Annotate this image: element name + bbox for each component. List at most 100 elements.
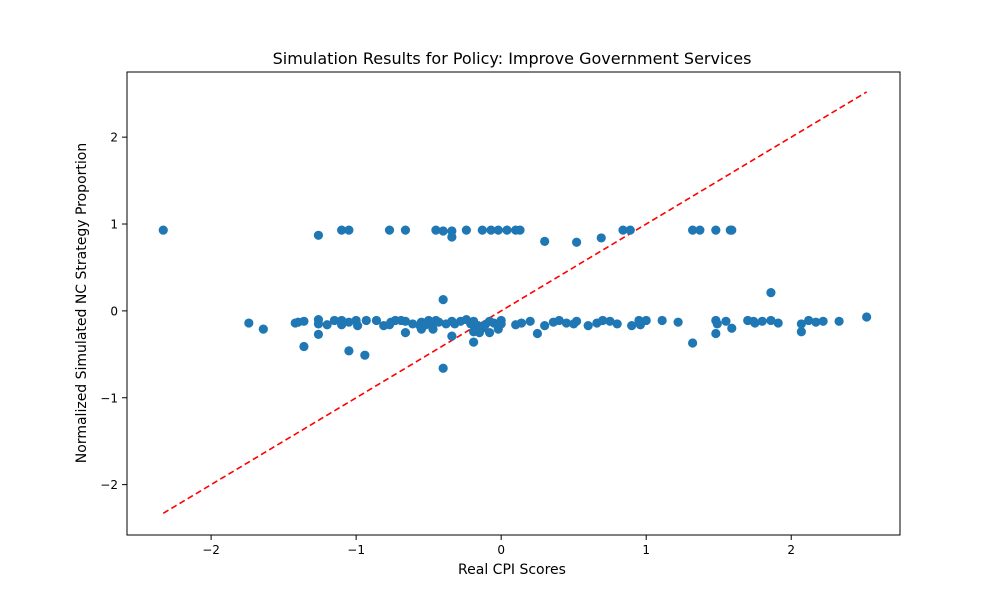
y-tick-label: 1 bbox=[110, 218, 118, 232]
data-point bbox=[474, 328, 485, 338]
x-axis: −2 −1 0 1 2 bbox=[202, 535, 795, 557]
plot-frame bbox=[126, 71, 901, 536]
data-points-layer bbox=[158, 225, 872, 373]
data-point bbox=[400, 328, 411, 338]
data-point bbox=[766, 288, 776, 298]
data-point bbox=[352, 321, 363, 331]
data-point bbox=[773, 318, 783, 328]
data-point bbox=[158, 225, 168, 235]
data-point bbox=[612, 319, 622, 329]
data-point bbox=[554, 315, 564, 326]
data-point bbox=[583, 321, 593, 331]
data-point bbox=[766, 315, 776, 326]
data-point bbox=[811, 317, 821, 327]
data-point bbox=[571, 237, 582, 247]
data-point bbox=[834, 316, 844, 326]
y-tick-label: 0 bbox=[110, 304, 118, 318]
x-tick-label: −1 bbox=[347, 543, 365, 557]
data-point bbox=[796, 319, 806, 329]
data-point bbox=[516, 318, 527, 328]
data-point bbox=[258, 324, 268, 334]
data-point bbox=[712, 319, 722, 329]
data-point bbox=[461, 225, 471, 235]
data-point bbox=[525, 316, 535, 326]
data-point bbox=[598, 315, 608, 326]
data-point bbox=[688, 225, 698, 235]
data-point bbox=[727, 323, 737, 333]
data-point bbox=[438, 363, 448, 373]
data-point bbox=[596, 233, 606, 243]
data-point bbox=[344, 346, 354, 356]
data-point bbox=[477, 225, 487, 235]
reference-line bbox=[162, 91, 868, 514]
data-point bbox=[313, 230, 324, 240]
data-point bbox=[571, 316, 582, 326]
data-point bbox=[757, 316, 767, 326]
x-axis-label: Real CPI Scores bbox=[458, 562, 566, 578]
data-point bbox=[447, 232, 457, 242]
data-point bbox=[673, 317, 683, 327]
data-point bbox=[711, 225, 721, 235]
data-point bbox=[299, 316, 309, 326]
data-point bbox=[627, 321, 637, 331]
x-tick-label: −2 bbox=[202, 543, 220, 557]
data-point bbox=[384, 225, 395, 235]
data-point bbox=[400, 225, 411, 235]
data-point bbox=[818, 316, 828, 326]
x-tick-label: 1 bbox=[642, 543, 650, 557]
data-point bbox=[502, 225, 512, 235]
data-point bbox=[750, 318, 760, 328]
x-tick-label: 2 bbox=[787, 543, 795, 557]
data-point bbox=[244, 318, 254, 328]
data-point bbox=[344, 317, 354, 327]
data-point bbox=[408, 319, 418, 329]
data-point bbox=[361, 315, 371, 326]
data-point bbox=[695, 225, 705, 235]
data-point bbox=[428, 324, 438, 334]
data-point bbox=[561, 318, 572, 328]
y-axis-label: Normalized Simulated NC Strategy Proport… bbox=[74, 143, 90, 463]
data-point bbox=[299, 341, 309, 352]
data-point bbox=[540, 236, 550, 246]
data-point bbox=[641, 315, 651, 326]
data-point bbox=[434, 317, 444, 327]
y-tick-label: 2 bbox=[110, 131, 118, 145]
data-point bbox=[313, 319, 324, 329]
data-point bbox=[618, 225, 628, 235]
data-point bbox=[322, 320, 332, 330]
data-point bbox=[416, 324, 427, 334]
data-point bbox=[438, 294, 448, 305]
y-tick-label: −1 bbox=[100, 391, 118, 405]
data-point bbox=[486, 225, 496, 235]
data-point bbox=[625, 225, 635, 235]
data-point bbox=[532, 328, 543, 339]
data-point bbox=[313, 329, 324, 339]
data-point bbox=[438, 226, 448, 236]
reference-line-layer bbox=[162, 91, 868, 514]
data-point bbox=[727, 225, 737, 235]
y-tick-label: −2 bbox=[100, 478, 118, 492]
data-point bbox=[337, 315, 347, 326]
data-point bbox=[469, 337, 479, 347]
x-tick-label: 0 bbox=[497, 543, 505, 557]
data-point bbox=[493, 324, 503, 334]
data-point bbox=[540, 321, 550, 331]
data-point bbox=[484, 328, 495, 338]
chart-title: Simulation Results for Policy: Improve G… bbox=[273, 49, 752, 68]
data-point bbox=[804, 315, 814, 326]
data-point bbox=[337, 225, 347, 235]
data-point bbox=[796, 327, 806, 337]
data-point bbox=[431, 225, 441, 235]
data-point bbox=[711, 328, 721, 339]
data-point bbox=[447, 331, 457, 341]
data-point bbox=[371, 315, 382, 326]
data-point bbox=[360, 350, 370, 360]
data-point bbox=[493, 225, 503, 235]
data-point bbox=[329, 315, 339, 326]
data-point bbox=[657, 315, 667, 326]
data-point bbox=[400, 316, 411, 326]
data-point bbox=[688, 338, 698, 348]
